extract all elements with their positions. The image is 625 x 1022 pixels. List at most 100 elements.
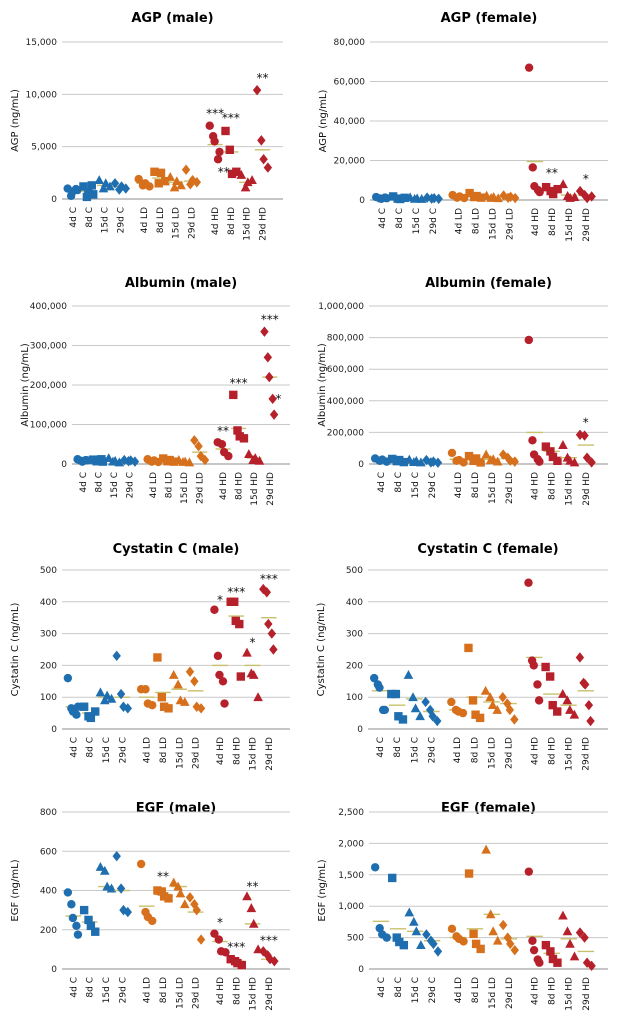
chart-title: Albumin (male) [125,276,237,291]
y-tick-label: 100,000 [30,421,67,431]
data-point [553,958,562,967]
x-tick-label: 29d C [116,207,126,233]
data-point [169,457,179,466]
data-point [471,710,480,719]
data-point [535,187,544,197]
data-point [173,679,183,689]
y-axis-label: Albumin (ng/mL) [20,343,31,427]
data-point [410,703,421,713]
data-point [481,449,491,459]
x-tick-label: 15d LD [175,977,185,1009]
chart-panel-3: Albumin (male) 0 100,000 200,000 300,000 400,… [20,276,290,506]
data-point [176,180,186,190]
data-point [469,929,478,939]
data-point [87,181,96,190]
x-tick-label: 29d HD [582,208,592,242]
data-point [103,453,114,462]
y-tick-label: 400 [40,598,57,608]
data-point [388,192,398,201]
data-point [582,957,592,968]
data-point [148,700,157,710]
y-tick-label: 300 [346,630,363,640]
data-point [541,662,550,672]
y-tick-label: 2,500 [338,808,364,818]
data-point [253,692,263,702]
data-point [154,179,163,188]
x-tick-label: 15d HD [243,207,253,241]
data-point [244,449,254,459]
data-point [214,935,223,944]
x-tick-label: 8d LD [470,737,480,763]
y-tick-label: 1,500 [338,871,364,881]
x-tick-label: 4d C [69,207,79,228]
x-tick-label: 8d C [395,208,405,229]
significance-marker: *** [260,572,278,586]
x-tick-label: 4d C [377,472,387,493]
data-point [230,597,239,606]
data-point [395,455,404,465]
data-point [229,390,238,400]
data-point [569,709,580,719]
data-point [464,869,474,878]
x-tick-label: 8d HD [227,207,237,235]
data-point [403,669,414,679]
x-tick-label: 4d LD [454,472,464,498]
y-tick-label: 0 [51,725,57,735]
data-point [210,137,219,146]
x-tick-label: 8d C [394,977,404,998]
data-point [263,352,273,363]
data-point [553,184,562,194]
data-point [79,182,88,191]
x-tick-label: 4d C [377,977,387,998]
data-point [524,335,534,345]
data-point [192,177,202,188]
data-point [476,944,485,954]
y-tick-label: 500 [347,934,364,944]
significance-marker: ** [218,165,230,179]
data-point [580,189,589,201]
chart-title: EGF (male) [136,801,216,816]
data-point [194,441,203,452]
significance-marker: *** [230,376,248,390]
data-point [391,689,401,699]
data-point [541,442,551,451]
data-point [468,696,478,705]
data-point [196,934,206,945]
x-tick-label: 15d HD [249,737,259,771]
x-tick-label: 8d HD [232,737,242,765]
data-point [134,174,143,184]
data-point [63,673,73,683]
y-tick-label: 400,000 [30,302,67,312]
data-point [248,918,259,928]
y-tick-label: 0 [359,196,365,206]
x-tick-label: 8d HD [235,472,245,500]
data-point [447,697,456,707]
x-tick-label: 15d LD [175,737,185,769]
data-point [156,168,166,178]
y-tick-label: 60,000 [334,78,366,88]
y-tick-label: 0 [61,460,67,470]
data-point [485,909,496,919]
data-point [236,672,246,681]
significance-marker: *** [260,933,278,947]
x-tick-label: 29d C [126,472,136,498]
data-point [433,457,443,468]
data-point [112,650,121,662]
data-point [394,712,403,721]
data-point [91,927,100,936]
data-point [541,182,551,192]
x-tick-label: 4d LD [143,737,153,763]
x-tick-label: 15d C [102,977,112,1003]
data-point [409,916,419,926]
x-tick-label: 15d HD [250,472,260,506]
chart-title: AGP (male) [131,11,213,26]
data-point [153,886,162,895]
x-tick-label: 4d HD [531,977,541,1005]
y-tick-label: 0 [357,725,363,735]
x-tick-label: 8d HD [547,737,557,765]
data-point [404,907,415,917]
x-tick-label: 4d LD [140,207,150,233]
data-point [580,932,589,943]
data-point [164,704,173,713]
y-tick-label: 0 [358,965,364,975]
